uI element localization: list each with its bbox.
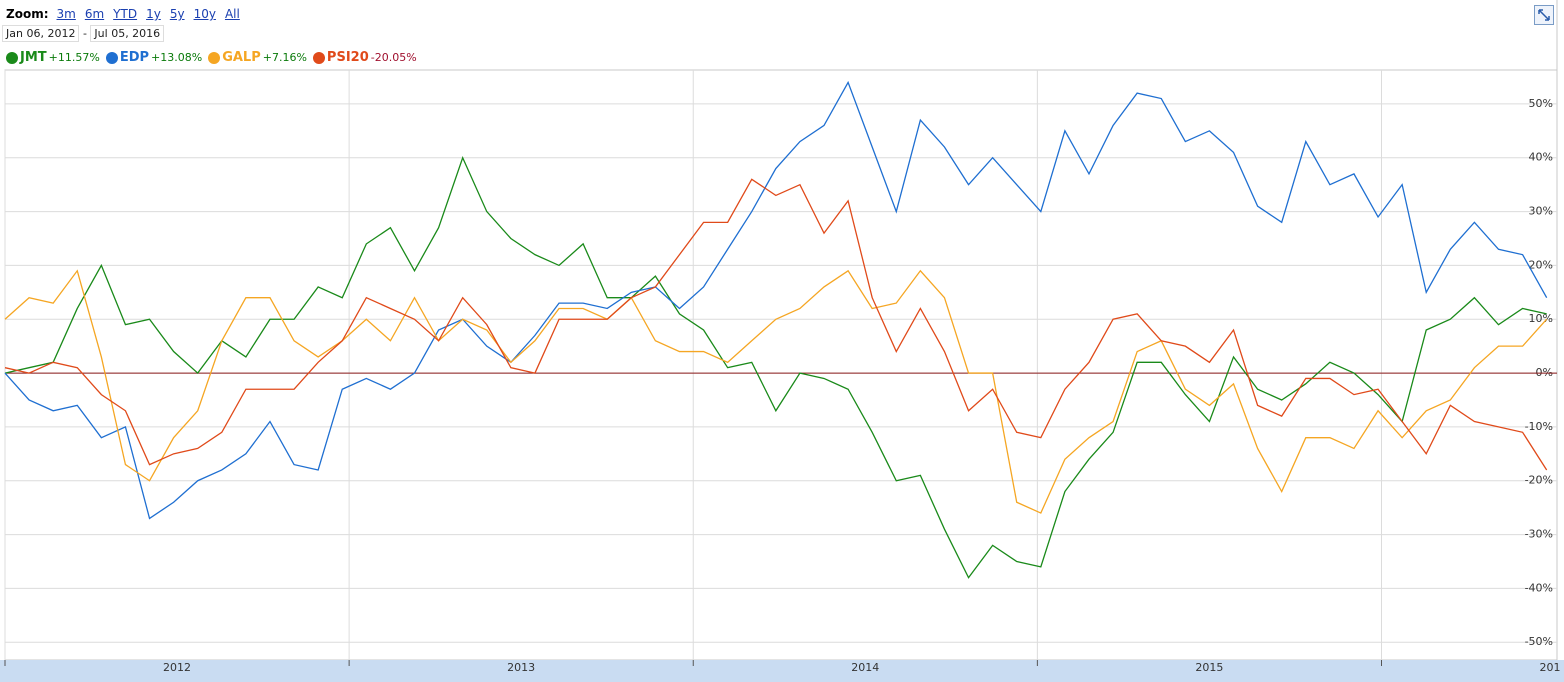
y-tick-label: -30% [1525,528,1553,541]
y-tick-label: 50% [1529,97,1553,110]
legend-dot [312,51,325,64]
zoom-option[interactable]: YTD [113,7,138,21]
date-range: Jan 06, 2012 - Jul 05, 2016 [2,25,165,42]
x-tick-label: 2012 [163,661,191,674]
zoom-option[interactable]: All [224,7,240,21]
x-tick-label: 2015 [1195,661,1223,674]
range-separator: - [82,27,87,40]
y-tick-label: 40% [1529,151,1553,164]
plot-frame [4,69,1558,661]
legend-change: +7.16% [262,51,307,64]
range-end: Jul 05, 2016 [90,25,165,42]
legend-item[interactable]: JMT +11.57% [6,50,100,65]
y-tick-label: 20% [1529,258,1553,271]
legend-name: JMT [20,50,47,65]
legend-change: -20.05% [370,51,417,64]
time-strip [0,660,1564,682]
series-line [4,80,1548,520]
legend-dot [6,51,18,64]
legend-name: EDP [119,50,150,65]
legend: JMT +11.57% EDP +13.08% GALP +7.16% PSI20 -20.0… [6,50,417,65]
x-tick-label: 2013 [507,661,535,674]
legend-item[interactable]: GALP +7.16% [208,50,307,65]
y-tick-label: -20% [1525,474,1553,487]
series-line [4,178,1548,471]
icon-glyph [1538,9,1550,21]
legend-item[interactable]: PSI20 -20.05% [312,50,417,65]
zoom-option[interactable]: 6m [84,7,105,21]
zoom-bar: Zoom: 3m 6m YTD 1y 5y 10y All [6,7,249,21]
y-tick-label: 30% [1529,205,1553,218]
expand-icon[interactable] [1534,5,1554,25]
y-tick-label: -40% [1525,581,1553,594]
x-tick-label: 2016 [1540,661,1564,674]
zoom-label: Zoom: [6,7,49,21]
series-line [4,155,1547,579]
series-line [4,269,1548,514]
legend-dot [208,51,221,64]
legend-change: +13.08% [151,51,203,64]
x-tick-label: 2014 [851,661,879,674]
legend-change: +11.57% [48,51,100,64]
zoom-option[interactable]: 10y [193,7,216,21]
y-tick-label: -50% [1525,635,1553,648]
zoom-option[interactable]: 5y [169,7,185,21]
y-tick-label: 10% [1529,312,1553,325]
legend-item[interactable]: EDP +13.08% [105,50,203,65]
legend-name: PSI20 [326,50,369,65]
clip-group: 2012 2013 2014 2015 2016 [163,661,1564,674]
zoom-option[interactable]: 3m [56,7,76,21]
range-start: Jan 06, 2012 [2,25,80,42]
y-tick-label: -10% [1525,420,1553,433]
legend-name: GALP [222,50,261,65]
zoom-option[interactable]: 1y [146,7,161,21]
legend-dot [105,51,118,64]
